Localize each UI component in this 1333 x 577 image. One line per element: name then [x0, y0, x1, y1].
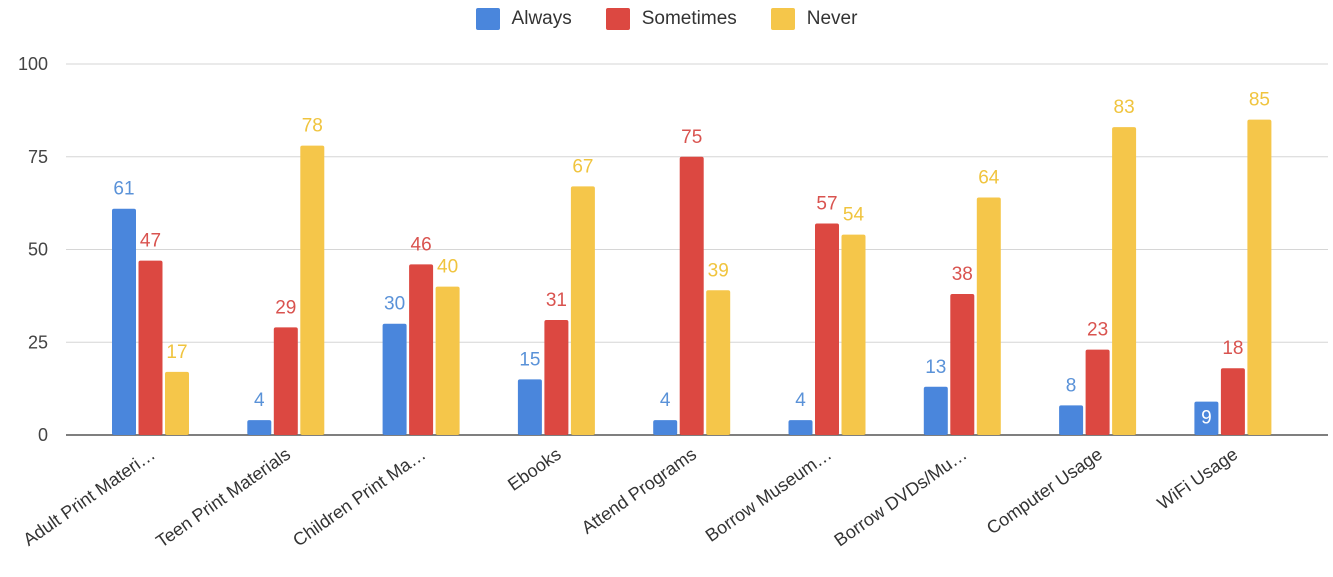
- data-label: 64: [978, 168, 1000, 189]
- y-tick-label: 25: [28, 332, 48, 352]
- data-label: 23: [1087, 320, 1108, 341]
- bar-always: [247, 420, 272, 435]
- bar-sometimes: [1085, 349, 1110, 435]
- y-tick-label: 75: [28, 147, 48, 167]
- data-label: 85: [1249, 90, 1270, 111]
- bar-always: [112, 208, 136, 435]
- x-tick-label: Teen Print Materials: [152, 444, 294, 552]
- data-label: 39: [708, 260, 729, 281]
- bar-sometimes: [138, 260, 163, 435]
- data-label: 29: [275, 297, 296, 318]
- legend-item-sometimes[interactable]: Sometimes: [605, 8, 737, 30]
- bar-never: [1112, 127, 1137, 435]
- bar-always: [788, 420, 813, 435]
- bar-sometimes: [544, 319, 569, 435]
- data-label: 17: [166, 342, 187, 363]
- bar-always: [923, 386, 948, 435]
- data-label: 31: [546, 290, 567, 311]
- bar-never: [1247, 119, 1272, 436]
- data-label: 8: [1066, 375, 1077, 396]
- bar-sometimes: [273, 327, 298, 435]
- y-tick-label: 0: [38, 425, 48, 445]
- bar-sometimes: [950, 294, 975, 435]
- data-label: 30: [384, 294, 405, 315]
- legend-label-never: Never: [806, 8, 858, 29]
- data-label: 4: [795, 390, 806, 411]
- x-tick-label: Borrow Museum…: [702, 444, 836, 546]
- legend-item-never[interactable]: Never: [770, 8, 858, 30]
- data-label: 13: [925, 357, 946, 378]
- data-label: 75: [681, 127, 702, 148]
- data-label: 61: [113, 179, 134, 200]
- legend-swatch-always: [475, 8, 500, 30]
- bar-always: [1059, 405, 1084, 435]
- data-label: 54: [843, 205, 865, 226]
- x-tick-label: Computer Usage: [983, 444, 1106, 538]
- bar-never: [976, 197, 1001, 435]
- bar-sometimes: [409, 264, 434, 435]
- x-tick-label: WiFi Usage: [1154, 444, 1242, 514]
- data-label: 18: [1222, 338, 1243, 359]
- x-tick-label: Adult Print Materi…: [19, 444, 158, 550]
- bar-never: [435, 286, 460, 435]
- data-label: 4: [254, 390, 265, 411]
- y-tick-label: 50: [28, 240, 48, 260]
- legend-label-always: Always: [511, 8, 572, 29]
- bar-always: [382, 323, 407, 435]
- legend-swatch-never: [770, 8, 795, 30]
- x-tick-label: Children Print Ma…: [289, 444, 429, 550]
- data-label: 67: [572, 156, 593, 177]
- bar-always: [1194, 401, 1219, 435]
- bar-always: [653, 420, 678, 435]
- bar-always: [517, 379, 542, 435]
- bar-never: [570, 186, 595, 435]
- x-tick-label: Ebooks: [504, 444, 565, 495]
- bar-sometimes: [1220, 368, 1245, 435]
- y-tick-label: 100: [18, 54, 48, 74]
- data-label: 38: [952, 264, 973, 285]
- legend-label-sometimes: Sometimes: [641, 8, 737, 29]
- legend: Always Sometimes Never: [0, 8, 1333, 30]
- bar-never: [841, 234, 866, 435]
- x-tick-label: Borrow DVDs/Mu…: [830, 444, 970, 550]
- bar-never: [300, 145, 325, 435]
- bar-never: [165, 371, 189, 435]
- data-label: 46: [411, 234, 432, 255]
- data-label: 78: [302, 116, 323, 137]
- data-label: 83: [1114, 97, 1135, 118]
- data-label: 57: [816, 194, 837, 215]
- bar-sometimes: [679, 156, 704, 435]
- bar-sometimes: [815, 223, 839, 435]
- data-label: 4: [660, 390, 671, 411]
- bar-never: [706, 290, 731, 435]
- legend-item-always[interactable]: Always: [475, 8, 572, 30]
- x-tick-label: Attend Programs: [578, 444, 700, 538]
- data-label: 9: [1201, 408, 1212, 429]
- data-label: 47: [140, 231, 161, 252]
- data-label: 40: [437, 257, 458, 278]
- data-label: 15: [519, 349, 540, 370]
- legend-swatch-sometimes: [605, 8, 630, 30]
